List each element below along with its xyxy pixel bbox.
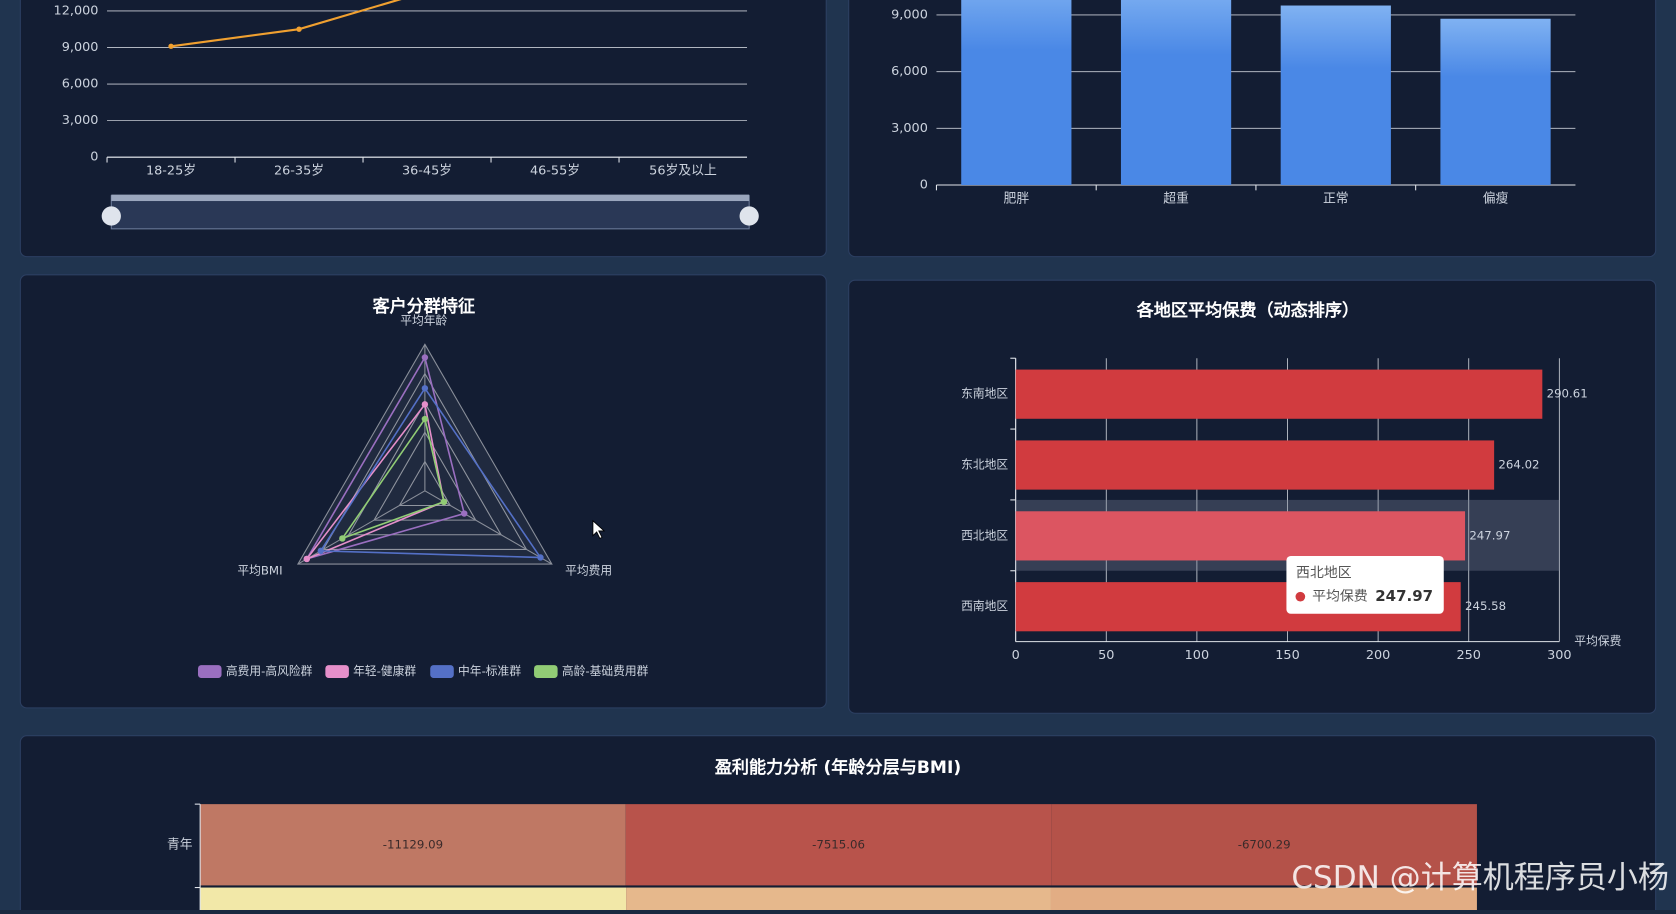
bar [1015,440,1495,490]
value-label: 264.02 [1498,458,1539,472]
bar [1440,18,1551,185]
legend-label: 高龄-基础费用群 [562,664,649,678]
x-tick-label: 超重 [1163,190,1189,206]
y-tick-label: 9,000 [62,40,99,55]
chart-title: 各地区平均保费（动态排序） [1136,300,1360,321]
radar-point [421,415,429,423]
x-tick-label: 偏瘦 [1483,190,1509,206]
y-tick-label: 青年 [167,837,193,852]
x-tick-label: 300 [1547,648,1572,663]
y-tick-label: 3,000 [62,113,99,128]
legend-swatch [430,665,454,678]
x-tick-label: 18-25岁 [146,164,196,179]
x-tick-label: 正常 [1323,191,1349,206]
panel [848,279,1657,714]
bar [1280,5,1391,185]
legend-swatch [197,665,222,678]
cell-label: -6700.29 [1238,837,1291,851]
point [296,26,302,32]
legend-label: 中年-标准群 [458,664,521,678]
y-tick-label: 0 [90,150,98,165]
zoom-handle[interactable] [739,206,759,226]
x-tick-label: 200 [1366,648,1391,663]
data-zoom[interactable] [101,194,759,230]
y-tick-label: 0 [920,177,928,192]
radar-point [461,510,468,517]
y-tick-label: 12,000 [54,3,99,18]
zoom-bar[interactable] [111,194,750,202]
value-label: 247.97 [1469,528,1510,542]
radar-point [317,547,324,555]
radar-area [305,355,466,561]
panel [19,0,827,258]
watermark: CSDN @计算机程序员小杨 [1291,860,1669,896]
radar-point [339,535,346,542]
indicator-label: 平均年龄 [400,313,447,327]
x-tick-label: 肥胖 [1003,191,1029,206]
bar [961,0,1072,185]
radar-point [421,401,429,408]
radar-point [537,554,544,561]
value-label: 245.58 [1465,599,1506,613]
legend-label: 年轻-健康群 [353,664,416,678]
legend-swatch [325,665,349,678]
line [170,0,402,48]
y-tick-label: 西南地区 [961,599,1008,613]
tooltip-value: 247.97 [1375,587,1433,605]
x-tick-label: 36-45岁 [402,164,452,179]
bar [1015,511,1466,561]
x-tick-label: 56岁及以上 [649,164,717,179]
value-label: 290.61 [1547,387,1588,401]
heat-cell [625,804,1052,886]
legend-label: 高费用-高风险群 [226,664,313,678]
indicator-label: 平均费用 [565,564,612,578]
cell-label: -11129.09 [383,837,443,851]
chart-title: 盈利能力分析 (年龄分层与BMI) [714,757,961,778]
heat-cell [626,887,1051,914]
y-tick-label: 东南地区 [961,387,1008,401]
radar-ring [373,431,477,521]
tooltip-series: 平均保费 [1312,589,1368,605]
x-tick-label: 250 [1456,648,1481,663]
heat-cell [200,887,627,914]
x-tick-label: 50 [1098,648,1114,663]
x-tick-label: 150 [1275,648,1300,663]
radar-ring [398,460,452,507]
radar-point [303,555,311,563]
y-tick-label: 东北地区 [961,458,1008,472]
indicator-label: 平均BMI [237,564,282,578]
tooltip-title: 西北地区 [1296,565,1352,581]
radar-ring [347,401,503,536]
y-tick-label: 3,000 [891,121,928,136]
cursor [592,519,606,539]
x-tick-label: 26-35岁 [274,164,324,179]
x-tick-label: 100 [1185,648,1210,663]
radar-point [421,385,429,392]
tooltip-dot [1295,591,1306,602]
tooltip [1286,556,1444,614]
heatmap-lower-row [200,887,1477,914]
radar-point [421,354,429,361]
zoom-handle[interactable] [101,206,121,226]
bar [1120,0,1232,185]
x-tick-label: 0 [1012,648,1020,663]
point [168,43,174,49]
heat-cell [200,804,626,886]
y-tick-label: 9,000 [891,7,928,22]
x-axis-label: 平均保费 [1574,634,1621,648]
radar-area [340,417,445,541]
y-tick-label: 西北地区 [961,528,1008,542]
y-tick-label: 6,000 [62,77,99,92]
chart-title: 客户分群特征 [371,296,475,317]
cell-label: -7515.06 [812,837,865,851]
y-tick-label: 6,000 [891,64,928,79]
bar [1015,369,1543,419]
legend-swatch [534,665,558,678]
radar-point [440,498,448,506]
radar-area [319,386,542,559]
x-tick-label: 46-55岁 [530,164,580,179]
heat-cell [1051,804,1477,886]
